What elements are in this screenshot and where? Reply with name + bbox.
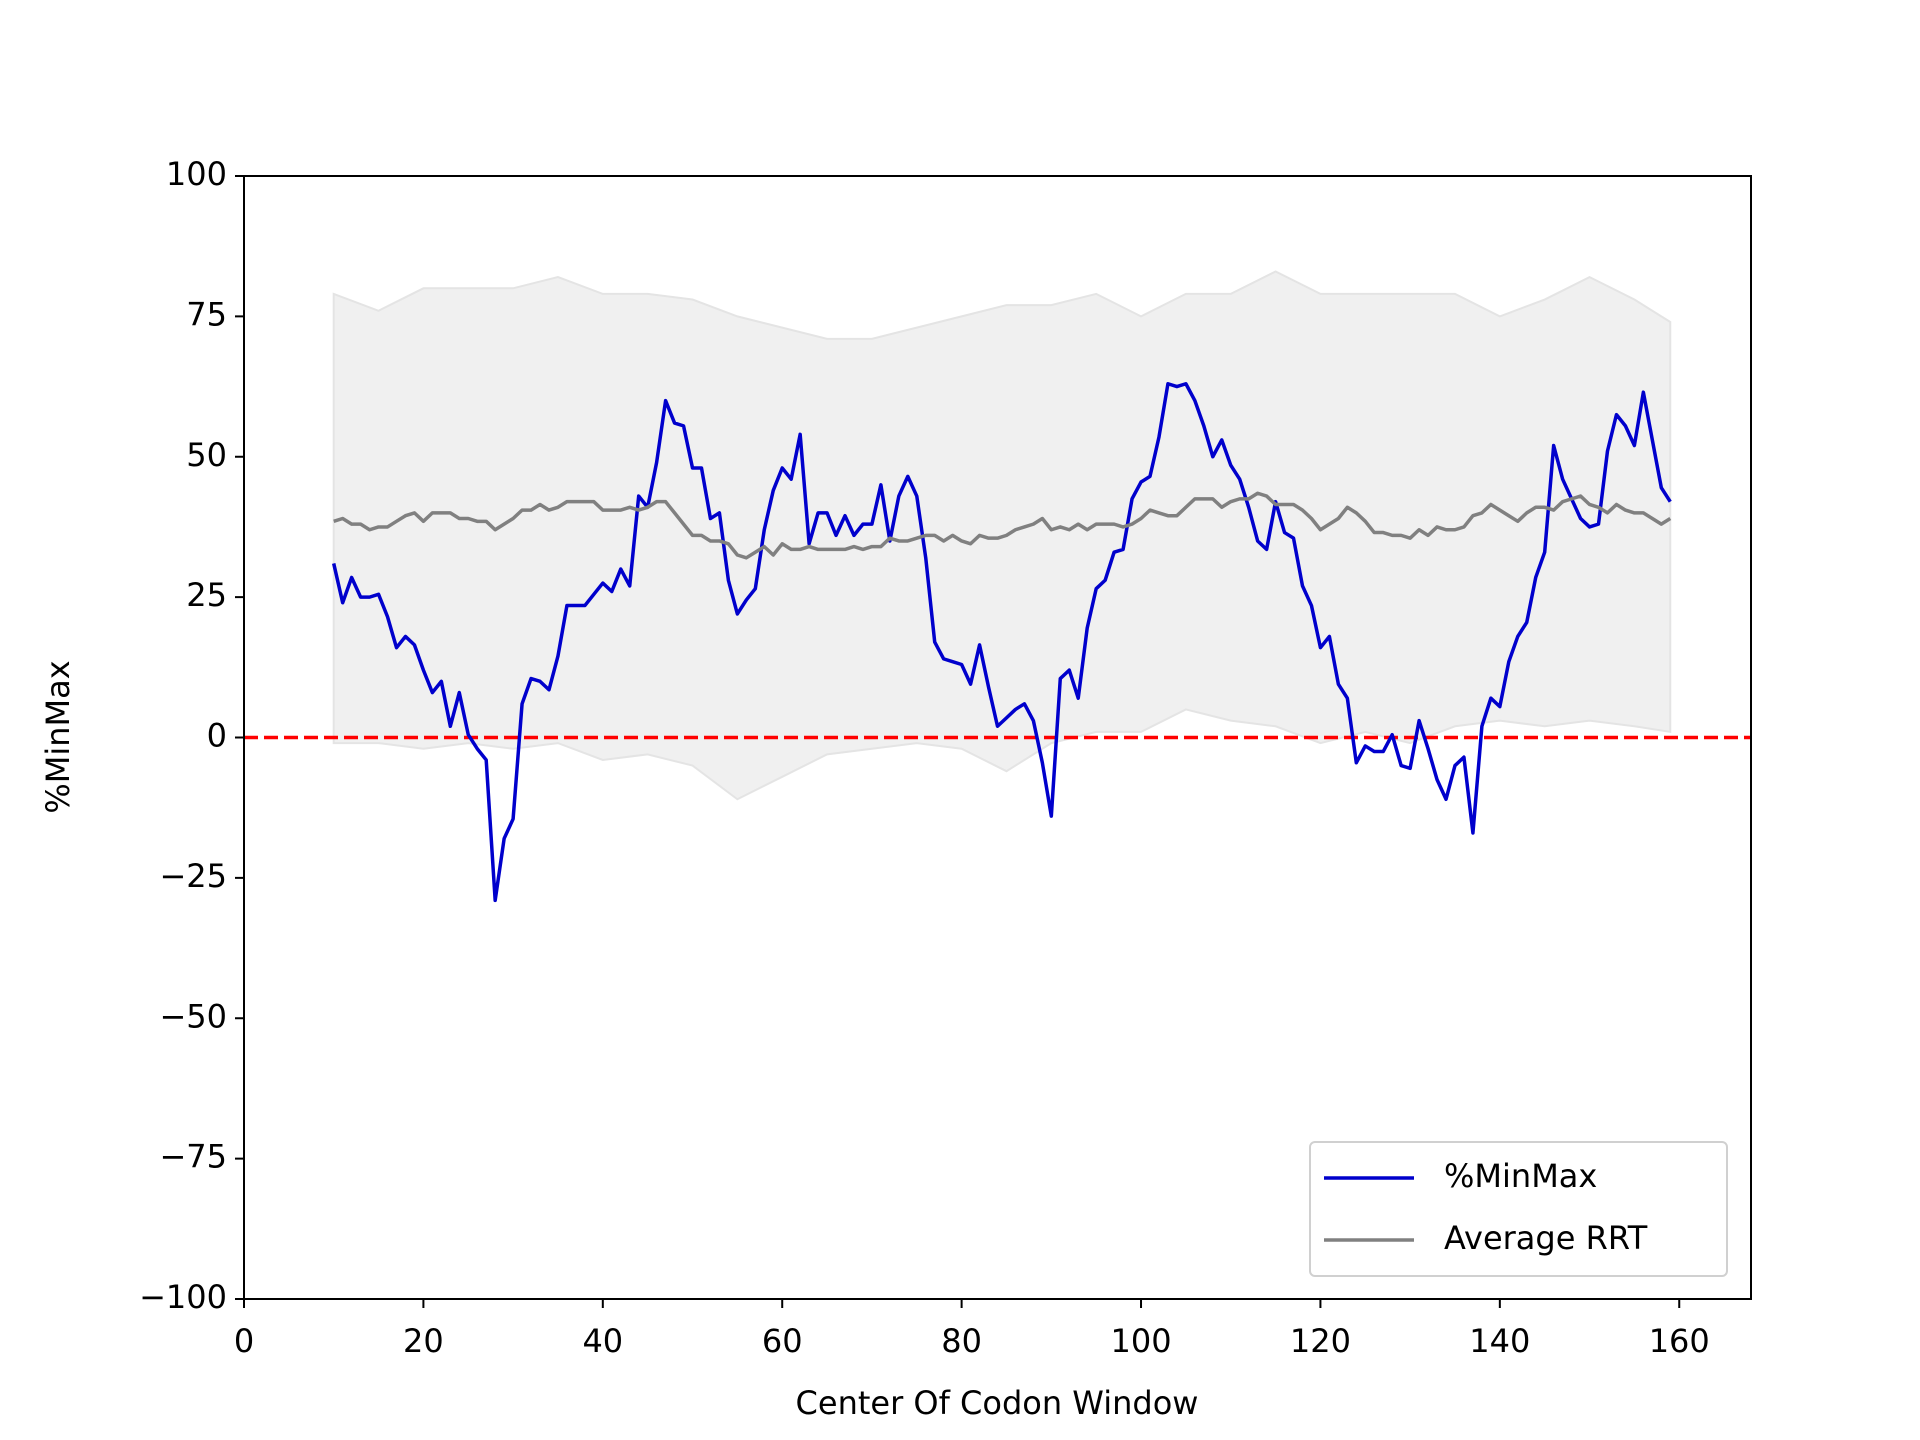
data-line <box>331 382 1672 903</box>
legend: %MinMax Average RRT <box>1309 1141 1728 1277</box>
y-tick-label: −100 <box>139 1278 227 1316</box>
x-tick-label: 120 <box>1290 1322 1351 1360</box>
x-axis-label: Center Of Codon Window <box>796 1384 1199 1422</box>
legend-box <box>1309 1141 1728 1277</box>
x-tick-label: 20 <box>403 1322 444 1360</box>
y-axis-label: %MinMax <box>39 660 77 813</box>
y-tick-label: 0 <box>207 717 227 755</box>
y-tick-label: −25 <box>159 857 227 895</box>
x-tick-label: 140 <box>1469 1322 1530 1360</box>
y-tick-label: −50 <box>159 997 227 1035</box>
y-tick-label: 25 <box>186 576 227 614</box>
legend-label: %MinMax <box>1444 1157 1597 1195</box>
y-tick-label: 75 <box>186 295 227 333</box>
x-tick-label: 160 <box>1649 1322 1710 1360</box>
legend-label: Average RRT <box>1444 1219 1648 1257</box>
x-tick-label: 100 <box>1110 1322 1171 1360</box>
x-tick-label: 40 <box>582 1322 623 1360</box>
x-tick-label: 0 <box>234 1322 254 1360</box>
data-line <box>333 491 1672 560</box>
x-tick-label: 80 <box>941 1322 982 1360</box>
y-tick-label: −75 <box>159 1138 227 1176</box>
y-tick-label: 100 <box>166 155 227 193</box>
y-tick-label: 50 <box>186 436 227 474</box>
x-tick-label: 60 <box>762 1322 803 1360</box>
